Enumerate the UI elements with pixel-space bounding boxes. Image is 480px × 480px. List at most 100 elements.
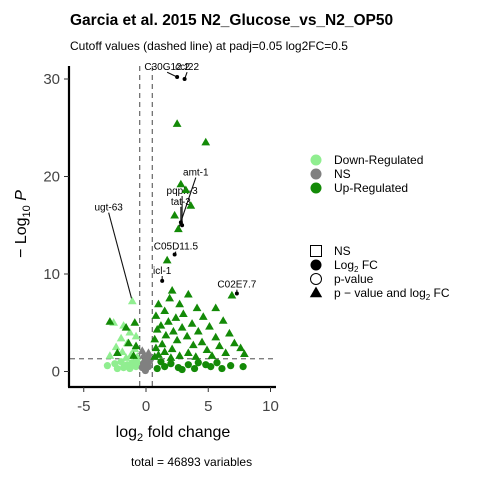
down-regulated-point <box>121 353 131 361</box>
point-label: C30G12.2 <box>144 62 190 73</box>
up-regulated-point <box>176 179 186 188</box>
legend-color-key <box>310 168 322 180</box>
up-regulated-point <box>227 362 235 370</box>
labeled-point-marker <box>175 75 180 80</box>
up-regulated-point <box>239 363 247 371</box>
up-regulated-point <box>165 293 175 302</box>
chart-title: Garcia et al. 2015 N2_Glucose_vs_N2_OP50 <box>70 12 393 29</box>
legend-shape-label: p − value and log2 FC <box>334 286 450 302</box>
up-regulated-point <box>124 338 133 347</box>
point-label: pqph-3 <box>167 186 199 197</box>
up-regulated-point <box>227 290 237 299</box>
up-regulated-point <box>175 299 184 308</box>
down-regulated-point <box>119 364 128 372</box>
labeled-point-marker <box>178 220 183 225</box>
up-regulated-point <box>171 313 181 321</box>
legend-shape-key <box>310 259 322 271</box>
down-regulated-point <box>125 327 135 336</box>
up-regulated-point <box>218 316 228 324</box>
up-regulated-point <box>164 317 173 325</box>
up-regulated-point <box>150 352 160 360</box>
up-regulated-point <box>174 224 183 233</box>
up-regulated-point <box>154 299 163 308</box>
up-regulated-point <box>218 364 226 373</box>
up-regulated-point <box>193 326 203 335</box>
up-regulated-point <box>161 330 171 339</box>
up-regulated-point <box>167 285 177 294</box>
x-tick-label: 10 <box>262 398 279 415</box>
up-regulated-point <box>157 339 167 348</box>
up-regulated-point <box>178 309 188 317</box>
x-axis-label: log2 fold change <box>116 424 231 444</box>
legend-color-key <box>310 154 322 166</box>
up-regulated-point <box>236 343 245 352</box>
up-regulated-point <box>198 312 208 320</box>
up-regulated-point <box>166 353 176 361</box>
point-label: C02E7.7 <box>217 280 256 291</box>
y-tick-label: 30 <box>43 71 60 88</box>
legend-shape-label: p-value <box>334 272 374 286</box>
point-label: ugt-63 <box>94 203 123 214</box>
data-points <box>103 119 249 375</box>
up-regulated-point <box>167 344 177 353</box>
up-regulated-point <box>178 365 186 374</box>
label-connector <box>108 212 133 302</box>
up-regulated-point <box>167 360 175 368</box>
up-regulated-point <box>181 185 191 194</box>
up-regulated-point <box>160 306 170 315</box>
legend-color-label: NS <box>334 167 351 181</box>
up-regulated-point <box>187 319 197 327</box>
up-regulated-point <box>192 303 202 312</box>
point-label: cct22 <box>175 62 199 73</box>
up-regulated-point <box>161 363 169 371</box>
cutoff-lines <box>70 66 274 386</box>
labeled-point-marker <box>160 278 165 283</box>
down-regulated-point <box>117 347 127 355</box>
up-regulated-point <box>172 119 182 127</box>
up-regulated-point <box>130 318 140 326</box>
up-regulated-point <box>162 255 172 264</box>
x-tick-label: -5 <box>77 398 90 415</box>
legend-color-key <box>310 182 322 194</box>
up-regulated-point <box>151 311 161 319</box>
up-regulated-point <box>202 345 212 354</box>
up-regulated-point <box>121 323 131 331</box>
point-label: tat-3 <box>171 197 191 208</box>
ns-point <box>144 359 152 367</box>
up-regulated-point <box>183 289 193 298</box>
labeled-point-marker <box>182 77 187 81</box>
chart-subtitle: Cutoff values (dashed line) at padj=0.05… <box>70 39 348 53</box>
up-regulated-point <box>129 351 138 359</box>
up-regulated-point <box>150 334 160 343</box>
legend-shape-label: Log2 FC <box>334 258 378 274</box>
labeled-point-marker <box>234 291 239 296</box>
up-regulated-point <box>230 338 239 347</box>
up-regulated-point <box>201 137 211 146</box>
y-tick-label: 20 <box>43 169 60 186</box>
down-regulated-point <box>133 359 141 367</box>
up-regulated-point <box>194 359 202 367</box>
up-regulated-point <box>183 348 193 356</box>
up-regulated-point <box>197 337 207 346</box>
up-regulated-point <box>202 361 210 369</box>
down-regulated-point <box>113 364 121 373</box>
up-regulated-point <box>170 210 180 219</box>
legend-shape-key <box>309 286 323 298</box>
down-regulated-point <box>105 351 115 359</box>
up-regulated-point <box>225 328 234 337</box>
down-regulated-point <box>111 342 121 351</box>
up-regulated-point <box>191 352 201 360</box>
ns-point <box>141 366 149 375</box>
down-regulated-point <box>103 362 112 370</box>
up-regulated-point <box>239 349 249 357</box>
up-regulated-point <box>205 322 214 330</box>
legend-color-label: Down-Regulated <box>334 153 423 167</box>
up-regulated-point <box>188 340 198 349</box>
up-regulated-point <box>215 341 224 350</box>
y-axis-label: − Log10 P <box>13 190 33 258</box>
point-label: C05D11.5 <box>154 242 199 253</box>
up-regulated-point <box>112 348 122 356</box>
